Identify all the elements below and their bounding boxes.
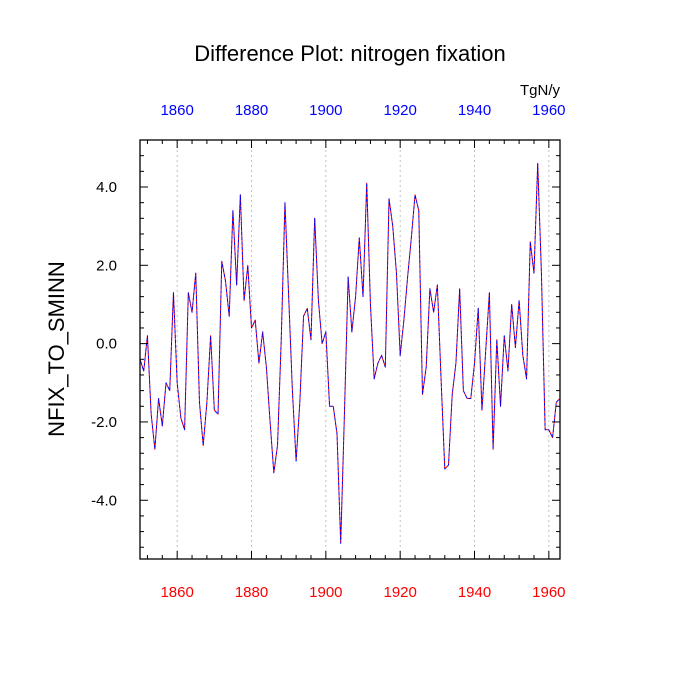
plot-frame (139, 139, 561, 560)
y-tick-label: -4.0 (91, 492, 117, 509)
x-tick-label-top: 1860 (160, 102, 193, 119)
x-tick-label-top: 1900 (309, 102, 342, 119)
series-red-line (139, 163, 561, 544)
y-tick-label: 0.0 (96, 336, 117, 353)
x-tick-label-bottom: 1920 (383, 584, 416, 601)
x-tick-label-top: 1920 (383, 102, 416, 119)
x-tick-label-top: 1880 (235, 102, 268, 119)
series-layer (139, 163, 561, 544)
y-tick-label: 2.0 (96, 257, 117, 274)
y-tick-label: 4.0 (96, 179, 117, 196)
tick-layer: 1860 1860 1880 1880 1900 1900 1920 1920 1940 1940… (91, 102, 565, 601)
x-tick-label-bottom: 1900 (309, 584, 342, 601)
series-blue-line (139, 163, 561, 544)
x-tick-label-bottom: 1860 (160, 584, 193, 601)
x-tick-label-bottom: 1880 (235, 584, 268, 601)
y-tick-label: -2.0 (91, 414, 117, 431)
chart-title: Difference Plot: nitrogen fixation (194, 41, 505, 66)
x-tick-label-top: 1960 (532, 102, 565, 119)
x-tick-label-top: 1940 (458, 102, 491, 119)
units-label: TgN/y (520, 82, 561, 99)
y-axis-label: NFIX_TO_SMINN (44, 261, 69, 437)
grid-layer (176, 140, 550, 559)
x-tick-label-bottom: 1940 (458, 584, 491, 601)
x-tick-label-bottom: 1960 (532, 584, 565, 601)
